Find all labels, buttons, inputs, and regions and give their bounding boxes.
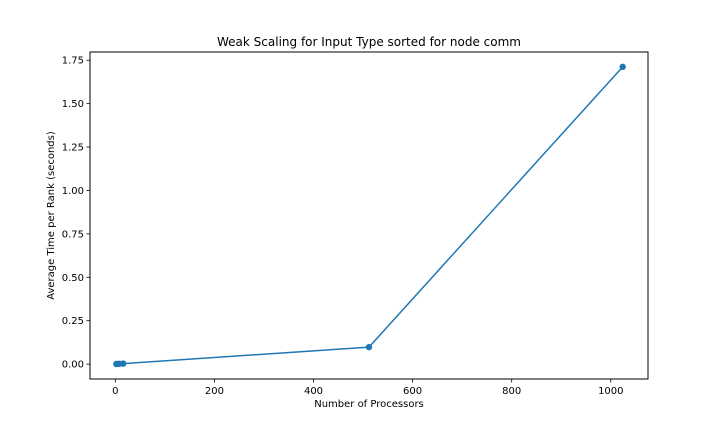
- x-tick-label: 800: [502, 386, 521, 397]
- x-tick-label: 400: [304, 386, 323, 397]
- x-tick-label: 1000: [598, 386, 623, 397]
- y-tick-label: 1.00: [62, 186, 84, 197]
- y-tick-label: 0.00: [62, 360, 84, 371]
- y-tick-label: 0.25: [62, 316, 84, 327]
- data-point: [120, 360, 127, 367]
- series-layer: [113, 63, 626, 368]
- x-tick-label: 0: [112, 386, 118, 397]
- chart-title: Weak Scaling for Input Type sorted for n…: [217, 35, 521, 49]
- y-axis-ticks: 0.00 0.25 0.50 0.75 1.00 1.25 1.50 1.75: [62, 56, 90, 371]
- y-axis-label: Average Time per Rank (seconds): [46, 131, 57, 300]
- y-tick-label: 1.75: [62, 56, 84, 67]
- x-axis-label: Number of Processors: [314, 399, 424, 410]
- x-axis-ticks: 0 200 400 600 800 1000: [112, 379, 624, 397]
- y-tick-label: 1.25: [62, 143, 84, 154]
- plot-area-frame: [89, 51, 649, 380]
- x-tick-label: 200: [205, 386, 224, 397]
- x-tick-label: 600: [403, 386, 422, 397]
- y-tick-label: 0.75: [62, 229, 84, 240]
- y-tick-label: 0.50: [62, 273, 84, 284]
- y-tick-label: 1.50: [62, 99, 84, 110]
- data-point: [619, 63, 626, 71]
- data-point: [365, 343, 373, 351]
- series-line: [116, 66, 624, 365]
